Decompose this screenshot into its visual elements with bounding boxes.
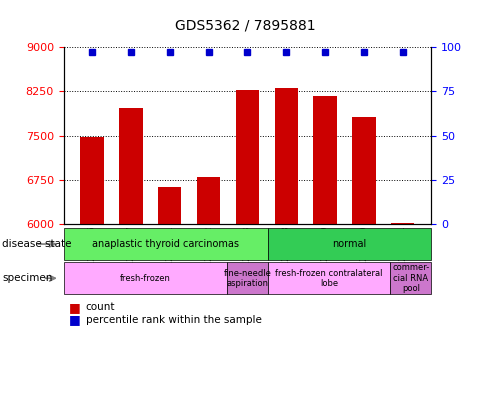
- Text: normal: normal: [332, 239, 367, 249]
- Bar: [158, 187, 181, 224]
- Bar: [80, 137, 104, 224]
- Bar: [236, 90, 259, 224]
- Text: fresh-frozen: fresh-frozen: [120, 274, 171, 283]
- Text: commer-
cial RNA
pool: commer- cial RNA pool: [392, 263, 429, 293]
- Text: percentile rank within the sample: percentile rank within the sample: [86, 315, 262, 325]
- Bar: [119, 108, 143, 224]
- Bar: [197, 177, 220, 224]
- Text: count: count: [86, 302, 115, 312]
- Text: anaplastic thyroid carcinomas: anaplastic thyroid carcinomas: [92, 239, 239, 249]
- Text: ■: ■: [69, 301, 80, 314]
- Text: specimen: specimen: [2, 273, 53, 283]
- Bar: [391, 223, 415, 224]
- Text: fine-needle
aspiration: fine-needle aspiration: [223, 268, 271, 288]
- Text: fresh-frozen contralateral
lobe: fresh-frozen contralateral lobe: [275, 268, 383, 288]
- Text: GDS5362 / 7895881: GDS5362 / 7895881: [175, 18, 315, 33]
- Bar: [352, 117, 376, 224]
- Text: disease state: disease state: [2, 239, 72, 249]
- Bar: [314, 96, 337, 224]
- Bar: [274, 88, 298, 224]
- Text: ■: ■: [69, 313, 80, 327]
